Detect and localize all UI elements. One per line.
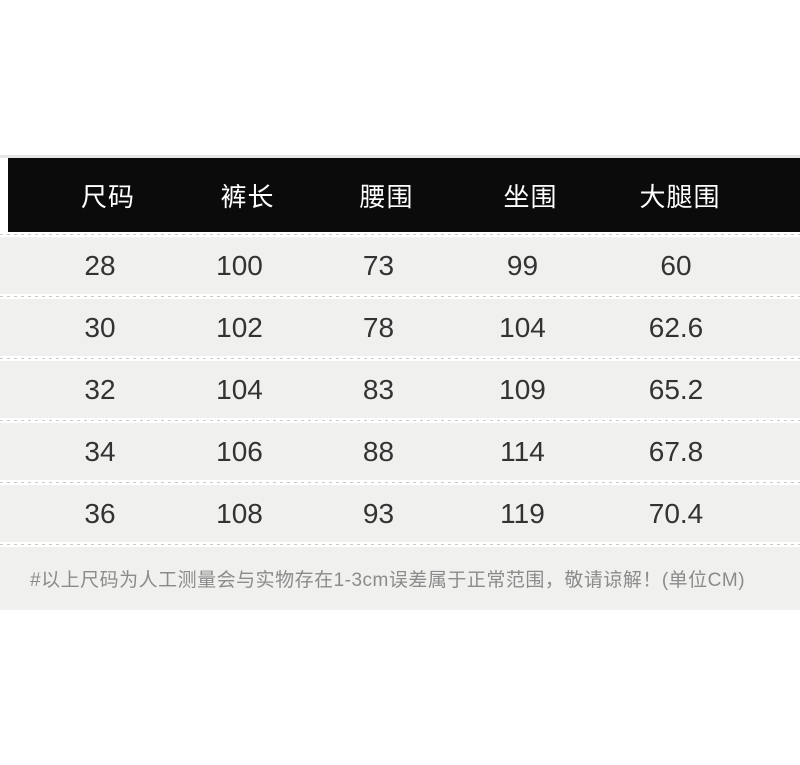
value-cell: 36 xyxy=(84,497,116,529)
row-divider xyxy=(0,542,800,547)
row-divider xyxy=(0,356,800,361)
value-cell: 104 xyxy=(499,311,546,343)
table-row: 30 102 78 104 62.6 xyxy=(0,299,800,356)
header-cell: 腰围 xyxy=(359,181,414,212)
value-cell: 62.6 xyxy=(648,311,704,343)
header-cell: 大腿围 xyxy=(639,181,721,212)
table-row: 36 108 93 119 70.4 xyxy=(0,485,800,542)
value-cell: 114 xyxy=(500,435,545,467)
row-divider xyxy=(0,294,800,299)
value-cell: 32 xyxy=(84,373,116,405)
value-cell: 70.4 xyxy=(648,497,704,529)
value-cell: 73 xyxy=(362,249,395,281)
value-cell: 93 xyxy=(362,497,395,529)
size-table-header-row: 尺码 裤长 腰围 坐围 大腿围 xyxy=(8,158,800,232)
value-cell: 30 xyxy=(84,311,116,343)
value-cell: 60 xyxy=(660,249,692,281)
row-divider xyxy=(0,480,800,485)
value-cell: 119 xyxy=(500,497,545,529)
value-cell: 109 xyxy=(499,373,546,405)
value-cell: 65.2 xyxy=(648,373,704,405)
value-cell: 100 xyxy=(216,249,263,281)
value-cell: 88 xyxy=(362,435,395,467)
value-cell: 28 xyxy=(84,249,116,281)
value-cell: 83 xyxy=(362,373,395,405)
value-cell: 106 xyxy=(216,435,263,467)
table-row: 32 104 83 109 65.2 xyxy=(0,361,800,418)
table-row: 34 106 88 114 67.8 xyxy=(0,423,800,480)
value-cell: 102 xyxy=(216,311,263,343)
note-row: #以上尺码为人工测量会与实物存在1-3cm误差属于正常范围，敬请谅解！(单位CM… xyxy=(0,547,800,610)
measurement-note: #以上尺码为人工测量会与实物存在1-3cm误差属于正常范围，敬请谅解！(单位CM… xyxy=(30,570,746,591)
value-cell: 78 xyxy=(362,311,395,343)
value-cell: 104 xyxy=(216,373,263,405)
header-cell: 尺码 xyxy=(80,181,135,212)
header-cell: 裤长 xyxy=(220,181,275,212)
size-table: 尺码 裤长 腰围 坐围 大腿围 28 100 73 99 60 30 102 78 104 62.6 32 1… xyxy=(0,155,800,610)
value-cell: 108 xyxy=(216,497,263,529)
value-cell: 34 xyxy=(84,435,116,467)
table-top-border xyxy=(0,155,800,158)
header-cell: 坐围 xyxy=(503,181,558,212)
row-divider xyxy=(0,418,800,423)
row-divider xyxy=(0,232,800,237)
size-table-body: 28 100 73 99 60 30 102 78 104 62.6 32 104 83 109 65.2 3… xyxy=(0,232,800,547)
table-row: 28 100 73 99 60 xyxy=(0,237,800,294)
value-cell: 99 xyxy=(506,249,539,281)
value-cell: 67.8 xyxy=(648,435,704,467)
